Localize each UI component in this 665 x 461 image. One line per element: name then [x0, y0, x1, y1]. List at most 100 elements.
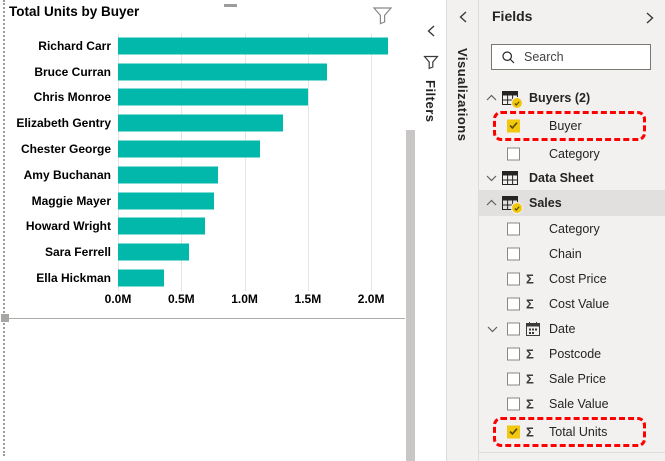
canvas-scrollbar-thumb[interactable]	[406, 130, 415, 461]
bar-row[interactable]: Sara Ferrell	[9, 239, 399, 265]
field-row[interactable]: Buyer	[479, 110, 665, 141]
field-row[interactable]: Category	[479, 216, 665, 241]
bar[interactable]	[118, 63, 327, 81]
bar-row[interactable]: Bruce Curran	[9, 59, 399, 85]
bar[interactable]	[118, 217, 206, 235]
bar-row[interactable]: Howard Wright	[9, 214, 399, 240]
visualizations-pane-collapsed[interactable]: Visualizations	[447, 0, 479, 461]
field-checkbox[interactable]	[507, 247, 520, 260]
chart-x-axis: 0.0M 0.5M 1.0M 1.5M 2.0M	[105, 292, 399, 308]
table-icon	[502, 171, 518, 185]
field-row[interactable]: Σ Cost Value	[479, 291, 665, 316]
bar-row[interactable]: Richard Carr	[9, 33, 399, 59]
field-checkbox[interactable]	[507, 272, 520, 285]
field-row[interactable]: Σ Cost Price	[479, 266, 665, 291]
bar[interactable]	[118, 269, 164, 287]
field-checkbox[interactable]	[507, 347, 520, 360]
bar[interactable]	[118, 192, 215, 210]
bar-track	[118, 33, 399, 59]
field-row[interactable]: Σ Sale Value	[479, 391, 665, 416]
category-label: Maggie Mayer	[31, 193, 111, 208]
bar[interactable]	[118, 140, 260, 158]
category-label: Amy Buchanan	[23, 167, 111, 182]
bar-row[interactable]: Chester George	[9, 136, 399, 162]
report-canvas: Total Units by Buyer Richard Carr Bruce C…	[1, 0, 405, 456]
bar-row[interactable]: Chris Monroe	[9, 85, 399, 111]
fields-pane-title: Fields	[492, 8, 533, 24]
bar-chart-visual[interactable]: Total Units by Buyer Richard Carr Bruce C…	[5, 0, 405, 318]
x-axis-tick-label: 0.0M	[104, 292, 132, 306]
x-axis-tick-label: 1.5M	[294, 292, 322, 306]
fields-collapse-chevron-icon[interactable]	[646, 11, 654, 29]
filters-pane-collapsed[interactable]: Filters	[415, 0, 447, 461]
chevron-up-icon[interactable]	[486, 94, 497, 102]
field-row[interactable]: Σ Postcode	[479, 341, 665, 366]
field-name: Sale Price	[549, 371, 606, 386]
field-row[interactable]: Category	[479, 141, 665, 166]
visualizations-expand-chevron-icon[interactable]	[458, 10, 467, 28]
bar-track	[118, 188, 399, 214]
field-name: Chain	[549, 246, 582, 261]
fields-pane-divider	[479, 452, 665, 453]
bar-row[interactable]: Ella Hickman	[9, 265, 399, 291]
selection-corner-resize-handle[interactable]	[1, 314, 9, 322]
field-name: Cost Price	[549, 271, 607, 286]
bar[interactable]	[118, 166, 218, 184]
x-axis-tick-label: 0.5M	[167, 292, 195, 306]
fields-search-box[interactable]	[491, 44, 651, 70]
bar-row[interactable]: Elizabeth Gentry	[9, 110, 399, 136]
visual-filter-funnel-icon[interactable]	[372, 6, 393, 30]
field-checkbox[interactable]	[507, 372, 520, 385]
field-checkbox[interactable]	[507, 322, 520, 335]
field-row[interactable]: Date	[479, 316, 665, 341]
field-name: Category	[549, 221, 600, 236]
table-name: Data Sheet	[529, 171, 594, 185]
canvas-scrollbar-track[interactable]	[406, 0, 415, 461]
field-checkbox[interactable]	[507, 147, 520, 160]
field-checkbox[interactable]	[507, 222, 520, 235]
field-name: Buyer	[549, 118, 582, 133]
field-checkbox[interactable]	[507, 297, 520, 310]
field-checkbox[interactable]	[507, 397, 520, 410]
field-name: Total Units	[549, 424, 608, 439]
table-row[interactable]: Sales	[479, 190, 665, 216]
category-label: Ella Hickman	[36, 271, 111, 286]
selection-top-resize-handle[interactable]	[224, 4, 237, 7]
chevron-down-icon[interactable]	[486, 175, 497, 182]
calendar-icon	[526, 321, 540, 336]
field-row[interactable]: Chain	[479, 241, 665, 266]
field-row[interactable]: Σ Total Units	[479, 416, 665, 447]
bar-track	[118, 59, 399, 85]
bar[interactable]	[118, 88, 308, 106]
filters-expand-chevron-icon[interactable]	[426, 24, 435, 42]
selection-bottom-border	[4, 318, 405, 319]
search-input[interactable]	[522, 49, 636, 65]
table-row[interactable]: Data Sheet	[479, 166, 665, 190]
bar-track	[118, 110, 399, 136]
table-checked-badge-icon	[511, 202, 523, 214]
category-label: Howard Wright	[25, 219, 111, 234]
field-checkbox-checked[interactable]	[507, 425, 520, 438]
field-checkbox-checked[interactable]	[507, 119, 520, 132]
bar[interactable]	[118, 37, 388, 55]
bar-track	[118, 85, 399, 111]
bar-track	[118, 162, 399, 188]
bar-row[interactable]: Amy Buchanan	[9, 162, 399, 188]
sigma-icon: Σ	[526, 346, 534, 361]
chevron-down-icon[interactable]	[487, 325, 498, 332]
table-row[interactable]: Buyers (2)	[479, 86, 665, 110]
sigma-icon: Σ	[526, 271, 534, 286]
table-icon	[502, 91, 523, 109]
visualizations-pane-label: Visualizations	[455, 48, 470, 142]
field-name: Cost Value	[549, 296, 610, 311]
x-axis-tick-label: 1.0M	[231, 292, 258, 306]
field-row[interactable]: Σ Sale Price	[479, 366, 665, 391]
selection-left-dashed-border	[3, 0, 5, 456]
bar-row[interactable]: Maggie Mayer	[9, 188, 399, 214]
bar-track	[118, 265, 399, 291]
table-name: Buyers (2)	[529, 91, 591, 105]
bar[interactable]	[118, 243, 189, 261]
bar[interactable]	[118, 114, 283, 132]
chevron-up-icon[interactable]	[486, 199, 497, 207]
category-label: Chris Monroe	[33, 90, 111, 105]
